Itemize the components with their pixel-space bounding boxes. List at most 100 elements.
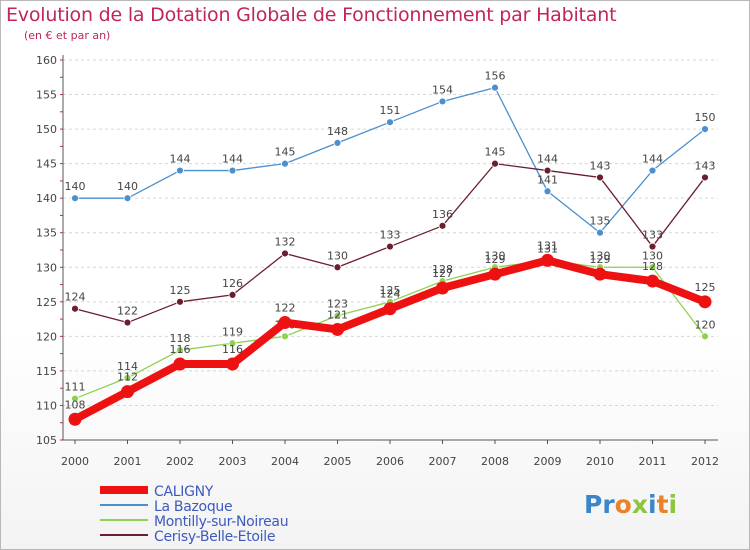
data-point-cerisy-belle-etoile	[71, 304, 79, 313]
data-point-caligny	[488, 267, 502, 281]
data-label-cerisy-belle-etoile: 133	[380, 229, 401, 242]
data-label-caligny: 108	[65, 398, 86, 411]
data-label-caligny: 124	[380, 288, 401, 301]
data-label-cerisy-belle-etoile: 132	[275, 235, 296, 248]
x-tick-label: 2006	[376, 455, 404, 468]
data-label-cerisy-belle-etoile: 144	[537, 153, 558, 166]
y-tick-label: 150	[36, 123, 57, 136]
data-point-caligny	[173, 357, 187, 371]
x-tick-label: 2001	[114, 455, 142, 468]
data-label-caligny: 122	[275, 302, 296, 315]
data-point-la-bazoque	[596, 228, 604, 237]
data-point-la-bazoque	[176, 166, 184, 175]
data-point-caligny	[541, 253, 554, 267]
data-label-cerisy-belle-etoile: 130	[327, 249, 348, 262]
y-tick-label: 135	[36, 227, 57, 240]
x-tick-label: 2008	[481, 455, 509, 468]
data-point-la-bazoque	[543, 187, 552, 196]
data-point-caligny	[68, 412, 82, 426]
data-label-caligny: 112	[117, 371, 138, 384]
data-label-montilly-sur-noireau: 114	[117, 360, 138, 373]
data-point-la-bazoque	[123, 194, 132, 203]
legend-label: CALIGNY	[154, 484, 214, 500]
data-label-la-bazoque: 156	[485, 70, 506, 83]
data-point-montilly-sur-noireau	[71, 394, 79, 403]
data-label-cerisy-belle-etoile: 133	[642, 229, 663, 242]
data-point-cerisy-belle-etoile	[228, 291, 237, 299]
data-point-cerisy-belle-etoile	[123, 318, 132, 327]
logo-letter: P	[584, 490, 603, 519]
data-point-montilly-sur-noireau	[281, 332, 289, 341]
data-point-cerisy-belle-etoile	[543, 166, 552, 175]
x-tick-label: 2012	[691, 455, 719, 468]
logo-letter: i	[668, 490, 678, 519]
data-label-cerisy-belle-etoile: 122	[117, 305, 138, 318]
data-point-la-bazoque	[648, 166, 657, 175]
logo-letter: r	[602, 490, 615, 519]
data-label-montilly-sur-noireau: 130	[485, 249, 506, 262]
data-point-la-bazoque	[228, 166, 237, 175]
data-point-montilly-sur-noireau	[333, 311, 342, 320]
y-tick-label: 110	[36, 399, 57, 412]
data-point-montilly-sur-noireau	[228, 339, 237, 348]
data-point-la-bazoque	[333, 139, 342, 147]
data-label-caligny: 129	[590, 253, 611, 266]
data-label-la-bazoque: 148	[327, 125, 348, 138]
legend-swatch	[100, 519, 148, 521]
data-point-caligny	[593, 267, 607, 281]
legend-item: Montilly-sur-Noireau	[100, 514, 289, 530]
x-tick-label: 2005	[324, 455, 352, 468]
data-label-montilly-sur-noireau: 130	[642, 249, 663, 262]
legend-label: Cerisy-Belle-Etoile	[154, 529, 276, 545]
y-tick-label: 120	[36, 330, 57, 343]
x-tick-label: 2009	[534, 455, 562, 468]
data-point-montilly-sur-noireau	[176, 346, 184, 355]
legend-item: CALIGNY	[100, 484, 288, 500]
data-label-la-bazoque: 151	[380, 104, 401, 117]
data-label-cerisy-belle-etoile: 143	[590, 159, 611, 172]
data-label-la-bazoque: 154	[432, 83, 453, 96]
x-tick-label: 2000	[61, 455, 89, 468]
data-label-la-bazoque: 135	[590, 215, 611, 228]
data-label-montilly-sur-noireau: 125	[380, 284, 401, 297]
x-tick-label: 2004	[271, 455, 299, 468]
data-point-caligny	[698, 295, 712, 309]
data-label-la-bazoque: 141	[537, 173, 558, 186]
data-label-caligny: 121	[327, 308, 348, 321]
data-point-caligny	[331, 322, 344, 336]
x-tick-label: 2010	[586, 455, 614, 468]
logo-letter: o	[614, 490, 632, 519]
data-label-montilly-sur-noireau: 118	[170, 332, 191, 345]
data-label-caligny: 116	[170, 343, 191, 356]
data-label-cerisy-belle-etoile: 143	[695, 159, 716, 172]
data-label-caligny: 129	[485, 253, 506, 266]
data-label-caligny: 127	[432, 267, 453, 280]
chart-subtitle: (en € et par an)	[24, 29, 111, 42]
logo-letter: x	[631, 490, 648, 519]
data-label-montilly-sur-noireau: 111	[65, 381, 86, 394]
data-label-caligny: 116	[222, 343, 243, 356]
data-label-montilly-sur-noireau: 120	[695, 318, 716, 331]
data-label-caligny: 125	[695, 281, 716, 294]
data-point-caligny	[646, 274, 659, 288]
legend-swatch	[100, 486, 148, 494]
data-label-cerisy-belle-etoile: 136	[432, 208, 453, 221]
data-point-cerisy-belle-etoile	[281, 249, 289, 258]
data-point-cerisy-belle-etoile	[176, 297, 184, 306]
data-point-montilly-sur-noireau	[701, 332, 709, 341]
data-label-la-bazoque: 145	[275, 146, 296, 159]
legend-label: La Bazoque	[154, 499, 233, 515]
data-point-montilly-sur-noireau	[648, 263, 657, 272]
legend-item: Cerisy-Belle-Etoile	[100, 529, 288, 545]
legend-item: La Bazoque	[100, 499, 288, 515]
data-label-la-bazoque: 150	[695, 111, 716, 124]
data-label-la-bazoque: 144	[642, 153, 663, 166]
data-point-la-bazoque	[491, 83, 499, 92]
data-label-montilly-sur-noireau: 123	[327, 298, 348, 311]
legend-swatch	[100, 534, 148, 536]
data-point-cerisy-belle-etoile	[596, 173, 604, 182]
proxiti-logo: Proxiti	[584, 490, 677, 519]
data-label-montilly-sur-noireau: 119	[222, 325, 243, 338]
data-point-la-bazoque	[386, 118, 394, 127]
